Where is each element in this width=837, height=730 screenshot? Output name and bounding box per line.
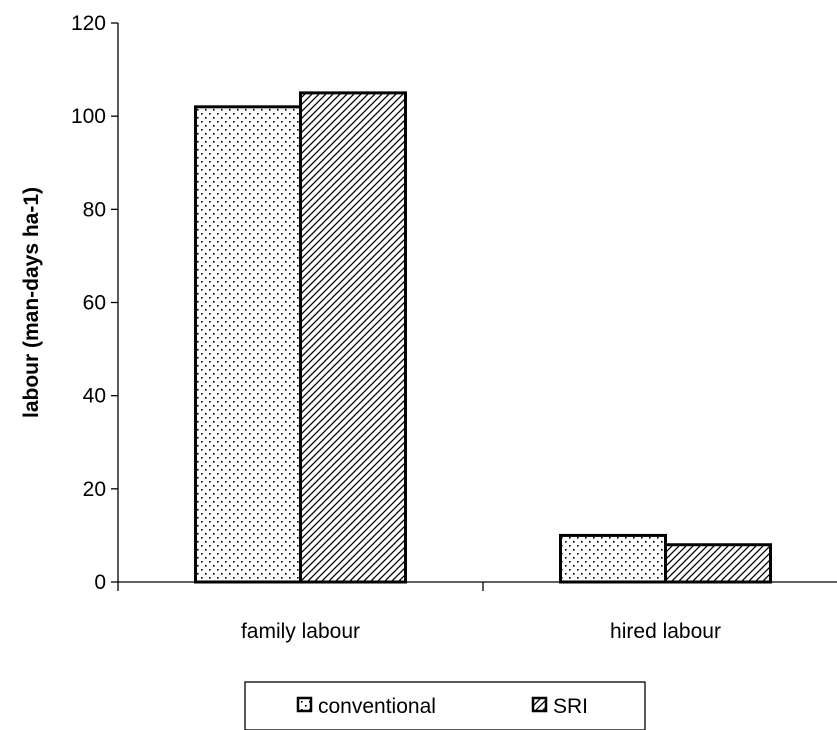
y-axis-title-group: labour (man-days ha-1) — [20, 187, 43, 418]
legend-label-conventional: conventional — [318, 695, 436, 718]
bar-conventional-hired-labour — [559, 533, 667, 584]
legend-swatch-conventional — [296, 696, 313, 713]
y-tick-label: 80 — [83, 198, 106, 221]
y-tick-label: 60 — [83, 292, 106, 315]
legend-swatch-sri — [531, 696, 548, 713]
x-category-label: hired labour — [610, 620, 721, 643]
y-tick-label: 0 — [94, 571, 106, 594]
legend-label-sri: SRI — [553, 695, 588, 718]
y-tick-label: 40 — [83, 385, 106, 408]
y-tick-label: 120 — [71, 12, 106, 35]
legend: conventional SRI — [244, 681, 646, 730]
bar-sri-family-labour — [299, 91, 407, 584]
x-tick-labels: family labour hired labour — [241, 620, 721, 643]
y-tick-label: 100 — [71, 105, 106, 128]
y-tick-label: 20 — [83, 478, 106, 501]
bar-conventional-family-labour — [194, 105, 302, 584]
bars — [194, 91, 772, 584]
y-axis-title: labour (man-days ha-1) — [20, 187, 43, 418]
bar-sri-hired-labour — [664, 543, 772, 584]
x-category-label: family labour — [241, 620, 360, 643]
y-axis: 0 20 40 60 80 100 120 — [71, 12, 119, 594]
